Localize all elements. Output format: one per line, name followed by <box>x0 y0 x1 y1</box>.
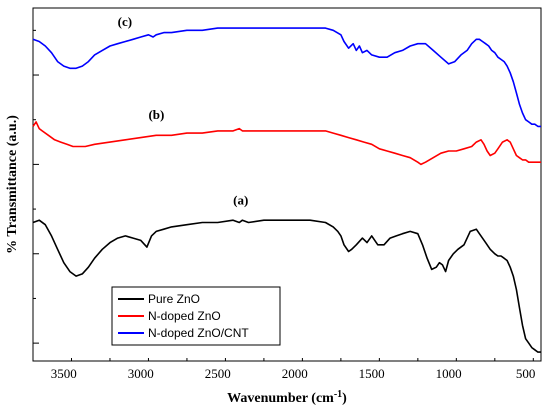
series-lines <box>32 27 541 353</box>
x-axis-title-text: Wavenumber (cm <box>227 391 334 406</box>
x-tick-label: 2000 <box>282 366 308 381</box>
curve-label-a: (a) <box>233 192 248 207</box>
series-line-3 <box>32 27 541 128</box>
curve-label-b: (b) <box>148 107 164 122</box>
legend-box <box>111 286 281 346</box>
x-tick-label: 1500 <box>359 366 385 381</box>
x-axis-title: Wavenumber (cm-1) <box>227 389 347 406</box>
x-axis-title-tail: ) <box>342 391 347 406</box>
y-axis-ticks <box>33 29 39 344</box>
legend-label-3: N-doped ZnO/CNT <box>148 326 249 340</box>
curve-label-c: (c) <box>118 14 132 29</box>
legend: Pure ZnO N-doped ZnO N-doped ZnO/CNT <box>111 286 281 346</box>
x-tick-label: 3500 <box>51 366 77 381</box>
x-tick-label: 500 <box>516 366 536 381</box>
x-axis-ticks: 3500 3000 2500 2000 1500 1000 500 <box>32 358 536 381</box>
plot-frame <box>32 7 542 362</box>
series-line-2 <box>32 121 541 166</box>
x-tick-label: 3000 <box>128 366 154 381</box>
legend-label-1: Pure ZnO <box>148 292 200 306</box>
x-axis-title-superscript: -1 <box>334 389 342 400</box>
legend-items: Pure ZnO N-doped ZnO N-doped ZnO/CNT <box>118 292 249 340</box>
series-line-1 <box>32 219 541 353</box>
y-axis-title: % Transmittance (a.u.) <box>5 115 20 254</box>
legend-label-2: N-doped ZnO <box>148 309 221 323</box>
x-tick-label: 2500 <box>205 366 231 381</box>
x-tick-label: 1000 <box>436 366 462 381</box>
